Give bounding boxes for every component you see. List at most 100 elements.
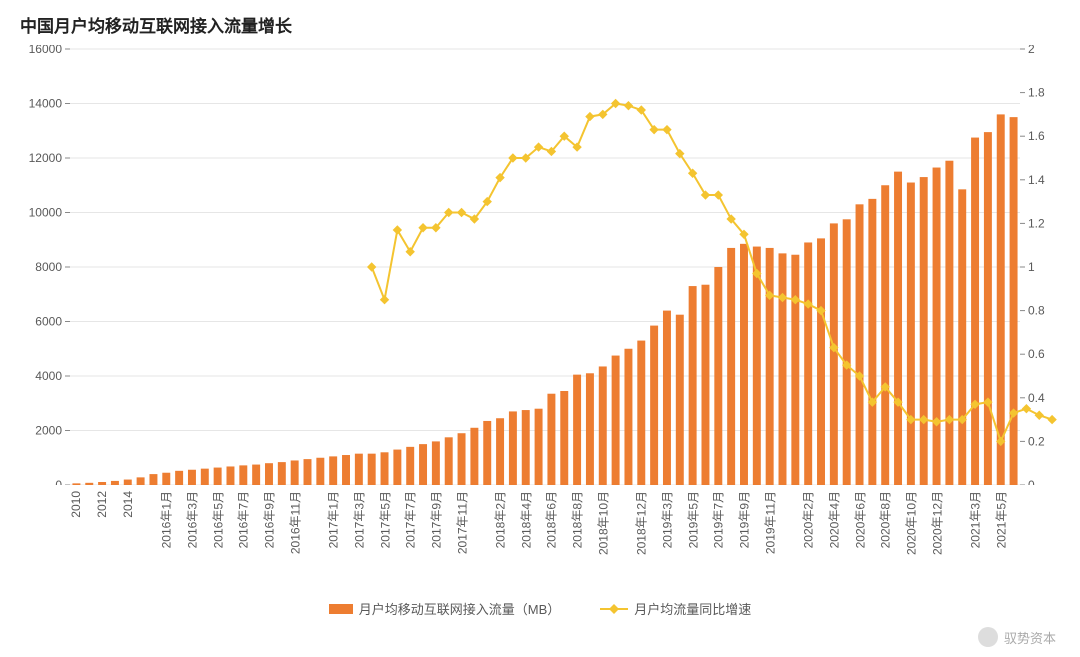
x-tick-label: 2020年4月: [825, 491, 842, 548]
x-tick-label: 2016年7月: [235, 491, 252, 548]
legend-item-line: 月户均流量同比增速: [600, 599, 751, 618]
bar: [137, 477, 145, 485]
x-tick-label: 2017年7月: [402, 491, 419, 548]
chart-svg: 020004000600080001000012000140001600000.…: [20, 45, 1060, 485]
bar: [458, 433, 466, 485]
bar: [188, 470, 196, 485]
chart-plot-area: 020004000600080001000012000140001600000.…: [20, 45, 1060, 485]
bar: [226, 466, 234, 485]
y-tick-label-right: 1.4: [1028, 173, 1045, 187]
x-tick-label: 2018年2月: [492, 491, 509, 548]
y-tick-label-right: 0.2: [1028, 434, 1045, 448]
y-tick-label-left: 8000: [35, 260, 62, 274]
line-marker: [368, 263, 376, 271]
bar: [265, 463, 273, 485]
x-tick-label: 2021年5月: [992, 491, 1009, 548]
bar: [470, 428, 478, 485]
legend-swatch-bar: [329, 604, 353, 614]
bar: [329, 456, 337, 485]
bar: [599, 366, 607, 485]
x-tick-label: 2016年9月: [260, 491, 277, 548]
bar: [830, 223, 838, 485]
x-tick-label: 2016年3月: [183, 491, 200, 548]
bar: [368, 454, 376, 485]
bar: [753, 247, 761, 485]
bar: [894, 172, 902, 485]
y-tick-label-right: 1: [1028, 260, 1035, 274]
y-tick-label-right: 2: [1028, 45, 1035, 56]
y-tick-label-left: 16000: [29, 45, 63, 56]
bar: [355, 454, 363, 485]
bar: [483, 421, 491, 485]
x-tick-label: 2020年10月: [902, 491, 919, 555]
bar: [933, 168, 941, 485]
bar: [522, 410, 530, 485]
bar: [945, 161, 953, 485]
legend-label-bars: 月户均移动互联网接入流量（MB）: [359, 599, 561, 618]
bar: [958, 189, 966, 485]
bar: [766, 248, 774, 485]
x-tick-label: 2018年4月: [517, 491, 534, 548]
bar: [547, 394, 555, 485]
y-tick-label-left: 12000: [29, 151, 63, 165]
bar: [727, 248, 735, 485]
line-marker: [419, 224, 427, 232]
bar: [419, 444, 427, 485]
x-tick-label: 2016年5月: [209, 491, 226, 548]
bar: [637, 341, 645, 485]
bar: [406, 447, 414, 485]
bar: [278, 462, 286, 485]
bar: [624, 349, 632, 485]
line-marker: [381, 296, 389, 304]
line-marker: [714, 191, 722, 199]
bar: [1010, 117, 1018, 485]
x-tick-label: 2017年1月: [325, 491, 342, 548]
x-tick-label: 2010: [69, 491, 83, 518]
line-marker: [1035, 411, 1043, 419]
bar: [779, 253, 787, 485]
x-tick-label: 2020年12月: [928, 491, 945, 555]
legend-swatch-line: [600, 602, 628, 616]
bar: [856, 204, 864, 485]
x-tick-label: 2020年8月: [877, 491, 894, 548]
y-tick-label-right: 1.8: [1028, 86, 1045, 100]
x-tick-label: 2021年3月: [967, 491, 984, 548]
bar: [701, 285, 709, 485]
bar: [714, 267, 722, 485]
legend-label-line: 月户均流量同比增速: [634, 599, 751, 618]
x-tick-label: 2018年10月: [594, 491, 611, 555]
line-marker: [458, 209, 466, 217]
bar: [509, 411, 517, 485]
bar: [907, 183, 915, 485]
y-tick-label-right: 1.2: [1028, 216, 1045, 230]
bar: [971, 138, 979, 485]
bar: [175, 471, 183, 485]
bar: [689, 286, 697, 485]
y-tick-label-right: 1.6: [1028, 129, 1045, 143]
bar: [573, 375, 581, 485]
chart-container: 中国月户均移动互联网接入流量增长 02000400060008000100001…: [20, 12, 1060, 618]
bar: [239, 465, 247, 485]
bar: [791, 255, 799, 485]
line-marker: [1048, 416, 1056, 424]
y-tick-label-left: 2000: [35, 424, 62, 438]
bar: [316, 458, 324, 485]
bar: [984, 132, 992, 485]
x-tick-label: 2018年8月: [569, 491, 586, 548]
bar: [445, 437, 453, 485]
bar: [817, 238, 825, 485]
bar: [804, 242, 812, 485]
bar: [201, 469, 209, 485]
x-tick-label: 2017年11月: [453, 491, 470, 554]
bar: [496, 418, 504, 485]
line-marker: [586, 113, 594, 121]
bar: [162, 473, 170, 485]
watermark-text: 驭势资本: [1004, 628, 1056, 647]
y-tick-label-right: 0.6: [1028, 347, 1045, 361]
y-tick-label-right: 0.8: [1028, 304, 1045, 318]
bar: [612, 356, 620, 485]
bar: [304, 459, 312, 485]
line-marker: [663, 126, 671, 134]
x-tick-label: 2019年3月: [658, 491, 675, 548]
y-tick-label-left: 10000: [29, 206, 63, 220]
